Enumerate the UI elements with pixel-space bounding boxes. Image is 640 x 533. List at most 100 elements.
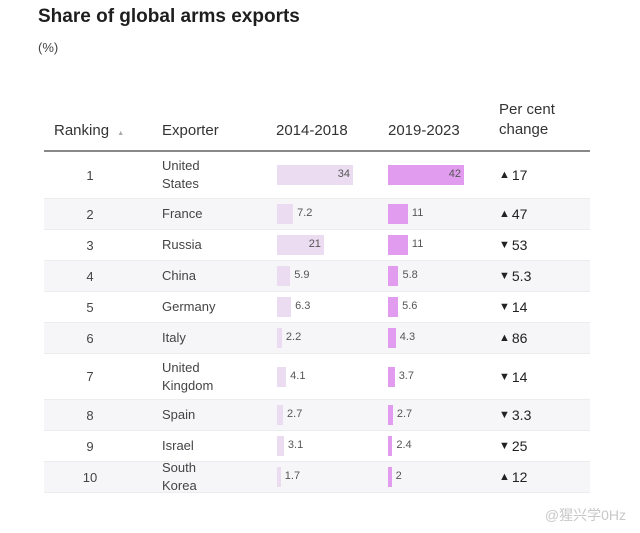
triangle-down-icon: ▼ xyxy=(499,239,510,251)
rank-cell: 5 xyxy=(86,299,94,315)
bar-value-label: 2.2 xyxy=(285,331,302,343)
bar-2014-2018: 4.1 xyxy=(277,366,305,387)
change-cell: ▼ 25 xyxy=(499,431,527,461)
header-ranking[interactable]: Ranking ▲ xyxy=(54,121,124,144)
bar-2019-2023: 2.4 xyxy=(388,436,412,456)
triangle-down-icon: ▼ xyxy=(499,370,510,383)
bar-value-label: 3.1 xyxy=(287,439,304,451)
sort-icon[interactable]: ▲ xyxy=(117,130,125,137)
rank-cell: 2 xyxy=(86,206,94,222)
bar-2014-2018: 34 xyxy=(277,165,353,185)
bar-cell-v1: 4.1 xyxy=(277,354,377,399)
bar-value-label: 2.7 xyxy=(396,408,413,420)
header-2019-2023[interactable]: 2019-2023 xyxy=(388,122,460,139)
bar-2019-2023: 2 xyxy=(388,467,402,487)
bar-value-label: 2 xyxy=(395,470,402,482)
bar-cell-v1: 3.1 xyxy=(277,431,377,461)
change-cell: ▲ 17 xyxy=(499,152,527,198)
bar-cell-v1: 1.7 xyxy=(277,462,377,492)
bar-value-label: 11 xyxy=(411,207,424,219)
bar-cell-v1: 5.9 xyxy=(277,261,377,291)
table-row: 9 Israel 3.1 2.4 ▼ 25 xyxy=(44,431,590,462)
header-change[interactable]: Per cent change xyxy=(499,101,555,138)
bar-cell-v2: 2.7 xyxy=(388,400,488,430)
header-exporter[interactable]: Exporter xyxy=(162,122,219,139)
bar-cell-v1: 2.7 xyxy=(277,400,377,430)
bar-value-label: 2.4 xyxy=(396,439,412,451)
bar-value-label: 5.8 xyxy=(402,269,418,281)
bar-cell-v2: 42 xyxy=(388,152,488,198)
bar-value-label: 34 xyxy=(337,168,350,180)
change-value: 14 xyxy=(511,299,528,315)
bar-cell-v2: 2.4 xyxy=(388,431,488,461)
triangle-up-icon: ▲ xyxy=(499,208,510,220)
bar-value-label: 7.2 xyxy=(297,207,313,219)
bar-2014-2018: 3.1 xyxy=(277,436,303,456)
exporter-cell: South Korea xyxy=(162,460,197,493)
bar-value-label: 42 xyxy=(448,168,461,180)
change-value: 5.3 xyxy=(511,268,532,284)
change-cell: ▼ 53 xyxy=(499,230,527,260)
bar-value-label: 11 xyxy=(411,238,424,250)
table-row: 7 United Kingdom 4.1 3.7 ▼ 14 xyxy=(44,354,590,400)
triangle-up-icon: ▲ xyxy=(499,169,510,181)
header-2014-2018[interactable]: 2014-2018 xyxy=(276,122,348,139)
triangle-up-icon: ▲ xyxy=(499,471,510,483)
chart-title: Share of global arms exports xyxy=(38,6,300,27)
change-value: 17 xyxy=(511,167,528,183)
table-row: 4 China 5.9 5.8 ▼ 5.3 xyxy=(44,261,590,292)
bar-value-label: 2.7 xyxy=(287,408,303,420)
table-row: 10 South Korea 1.7 2 ▲ 12 xyxy=(44,460,590,493)
bar-2019-2023: 2.7 xyxy=(388,405,412,425)
header-ranking-label: Ranking xyxy=(54,122,110,139)
change-value: 14 xyxy=(511,368,528,385)
rank-cell: 1 xyxy=(86,167,94,183)
bar-cell-v2: 5.8 xyxy=(388,261,488,291)
watermark: @猩兴学0Hz xyxy=(544,507,626,523)
bar-value-label: 21 xyxy=(308,238,321,250)
exporter-cell: Italy xyxy=(162,330,186,345)
rank-cell: 6 xyxy=(86,330,94,346)
change-cell: ▲ 47 xyxy=(499,199,527,229)
table-row: 1 United States 34 42 ▲ 17 xyxy=(44,152,590,199)
table-row: 5 Germany 6.3 5.6 ▼ 14 xyxy=(44,292,590,323)
table-row: 3 Russia 21 11 ▼ 53 xyxy=(44,230,590,261)
change-cell: ▲ 12 xyxy=(499,462,527,492)
exporter-cell: Israel xyxy=(162,438,194,453)
exporter-cell: Germany xyxy=(162,299,216,314)
bar-value-label: 1.7 xyxy=(284,470,301,482)
exporter-cell: United States xyxy=(162,158,200,191)
bar-2014-2018: 5.9 xyxy=(277,266,309,286)
bar-cell-v2: 2 xyxy=(388,462,488,492)
bar-2019-2023: 4.3 xyxy=(388,328,415,348)
triangle-down-icon: ▼ xyxy=(499,270,510,282)
exporter-cell: France xyxy=(162,206,203,221)
triangle-down-icon: ▼ xyxy=(499,301,510,313)
bar-2019-2023: 11 xyxy=(388,235,423,255)
bar-value-label: 4.3 xyxy=(399,331,416,343)
change-value: 3.3 xyxy=(511,407,532,423)
bar-2014-2018: 2.7 xyxy=(277,405,302,425)
table-row: 2 France 7.2 11 ▲ 47 xyxy=(44,199,590,230)
change-value: 86 xyxy=(511,330,528,346)
bar-2014-2018: 2.2 xyxy=(277,328,301,348)
rank-cell: 10 xyxy=(82,469,98,485)
bar-value-label: 3.7 xyxy=(398,369,414,382)
bar-cell-v2: 3.7 xyxy=(388,354,488,399)
change-value: 25 xyxy=(511,438,528,454)
bar-2019-2023: 5.6 xyxy=(388,297,417,317)
triangle-up-icon: ▲ xyxy=(499,332,510,344)
bar-value-label: 6.3 xyxy=(295,300,311,312)
bar-value-label: 5.9 xyxy=(294,269,310,281)
bar-cell-v2: 4.3 xyxy=(388,323,488,353)
change-value: 47 xyxy=(511,206,528,222)
change-cell: ▼ 14 xyxy=(499,292,527,322)
bar-cell-v1: 7.2 xyxy=(277,199,377,229)
rank-cell: 7 xyxy=(86,369,94,384)
bar-value-label: 5.6 xyxy=(402,300,418,312)
bar-cell-v1: 6.3 xyxy=(277,292,377,322)
bar-cell-v1: 21 xyxy=(277,230,377,260)
bar-2019-2023: 11 xyxy=(388,204,423,224)
change-cell: ▼ 3.3 xyxy=(499,400,531,430)
table-row: 8 Spain 2.7 2.7 ▼ 3.3 xyxy=(44,400,590,431)
